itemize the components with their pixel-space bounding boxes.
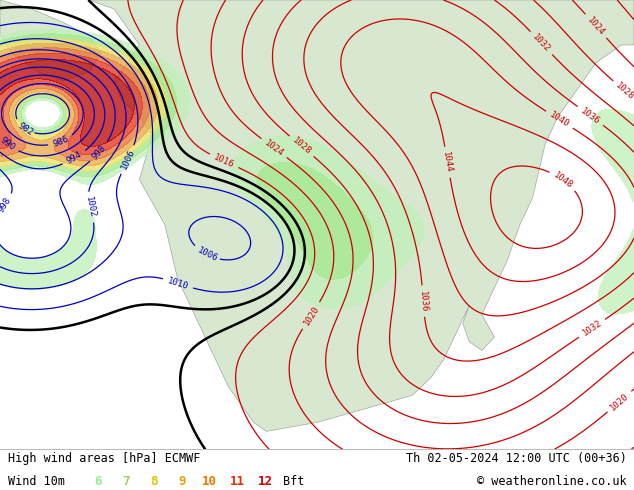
Text: 6: 6: [94, 474, 102, 488]
Text: 998: 998: [91, 143, 108, 161]
Text: 1048: 1048: [552, 170, 574, 190]
Text: 1002: 1002: [84, 196, 97, 219]
Text: 11: 11: [230, 474, 245, 488]
Text: 990: 990: [0, 136, 16, 152]
Polygon shape: [89, 0, 634, 431]
Text: 1006: 1006: [119, 148, 137, 171]
Text: 1044: 1044: [441, 151, 454, 173]
Text: 1036: 1036: [418, 290, 429, 312]
Text: Bft: Bft: [283, 474, 304, 488]
Text: 7: 7: [122, 474, 130, 488]
Text: 994: 994: [65, 150, 84, 166]
Text: 1032: 1032: [531, 32, 552, 54]
Text: 1020: 1020: [609, 391, 631, 412]
Text: 986: 986: [51, 134, 70, 149]
Text: High wind areas [hPa] ECMWF: High wind areas [hPa] ECMWF: [8, 452, 200, 465]
Text: © weatheronline.co.uk: © weatheronline.co.uk: [477, 474, 626, 488]
Text: 1010: 1010: [166, 276, 190, 291]
Text: 1020: 1020: [302, 304, 321, 327]
Text: 1040: 1040: [548, 110, 571, 129]
Polygon shape: [0, 0, 101, 81]
Text: 8: 8: [150, 474, 158, 488]
Text: 1028: 1028: [290, 136, 313, 156]
Text: 10: 10: [202, 474, 217, 488]
Text: Wind 10m: Wind 10m: [8, 474, 65, 488]
Text: 1006: 1006: [196, 246, 219, 264]
Text: 998: 998: [0, 196, 13, 214]
Text: 1024: 1024: [262, 138, 285, 158]
Text: 982: 982: [16, 121, 35, 137]
Text: 9: 9: [178, 474, 186, 488]
Text: 12: 12: [258, 474, 273, 488]
Text: 1032: 1032: [581, 318, 604, 338]
Text: 1016: 1016: [212, 152, 236, 170]
Text: 1036: 1036: [579, 106, 602, 126]
Text: 1024: 1024: [585, 15, 606, 37]
Text: Th 02-05-2024 12:00 UTC (00+36): Th 02-05-2024 12:00 UTC (00+36): [406, 452, 626, 465]
Text: 1028: 1028: [614, 81, 634, 102]
